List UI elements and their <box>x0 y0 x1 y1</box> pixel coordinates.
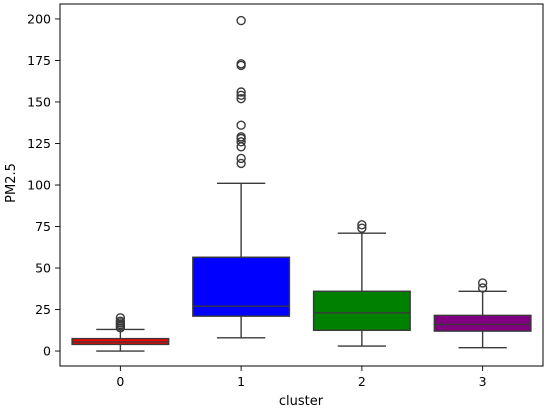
box-group-cluster-2 <box>312 220 411 347</box>
outlier-point <box>115 316 126 326</box>
plot-frame <box>59 3 544 367</box>
outlier-point <box>236 137 246 147</box>
outlier-point <box>236 158 246 169</box>
x-tick-label: 0 <box>116 374 124 389</box>
y-tick-label: 175 <box>27 53 51 68</box>
outlier-point <box>477 278 488 288</box>
x-tick-label: 3 <box>479 374 487 389</box>
outlier-point <box>236 132 246 142</box>
outlier-point <box>236 59 246 69</box>
outlier-point <box>236 90 246 101</box>
x-tick-label: 2 <box>358 374 366 389</box>
outlier-point <box>115 313 126 323</box>
outlier-point <box>357 220 367 230</box>
box-group-cluster-3 <box>433 278 532 349</box>
y-tick-label: 125 <box>27 136 51 151</box>
outlier-point <box>236 153 246 164</box>
box-iqr <box>433 314 532 332</box>
outlier-point <box>236 120 246 130</box>
outlier-point <box>236 87 246 97</box>
outlier-point <box>477 283 488 293</box>
box-iqr <box>312 290 411 331</box>
y-tick-label: 150 <box>27 94 51 109</box>
y-tick-label: 25 <box>35 302 51 317</box>
outlier-point <box>357 223 367 233</box>
box-iqr <box>192 256 291 317</box>
y-tick-label: 200 <box>27 11 51 26</box>
y-tick-label: 0 <box>43 344 51 359</box>
outlier-point <box>236 93 246 104</box>
x-axis-label: cluster <box>279 394 324 409</box>
plot-area: 0 25 50 75 100 125 150 175 200 0 1 2 3 <box>27 3 544 389</box>
x-tick-label: 1 <box>237 374 245 389</box>
box-group-cluster-0 <box>71 313 170 352</box>
outlier-point <box>236 15 246 26</box>
y-axis-label: PM2.5 <box>4 163 19 203</box>
box-group-cluster-1 <box>192 15 291 339</box>
y-tick-label: 50 <box>35 261 51 276</box>
y-tick-label: 75 <box>35 219 51 234</box>
y-tick-label: 100 <box>27 178 51 193</box>
